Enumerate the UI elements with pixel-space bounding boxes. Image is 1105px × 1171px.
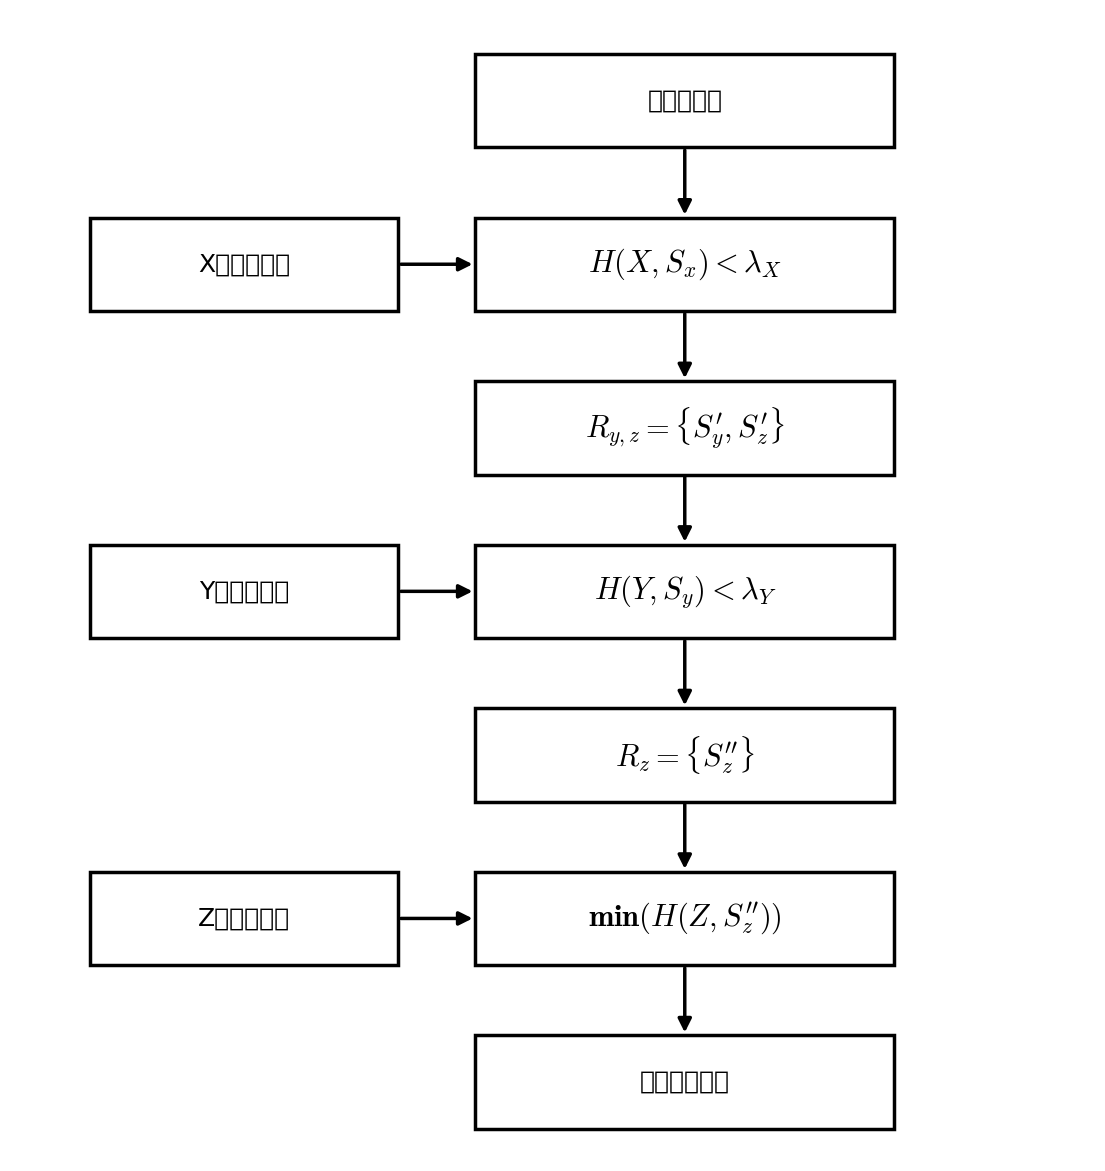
FancyBboxPatch shape — [90, 871, 398, 965]
FancyBboxPatch shape — [475, 708, 894, 802]
FancyBboxPatch shape — [90, 545, 398, 638]
Text: 输出匹配结果: 输出匹配结果 — [640, 1070, 729, 1094]
FancyBboxPatch shape — [475, 871, 894, 965]
FancyBboxPatch shape — [90, 218, 398, 311]
Text: X分量实测值: X分量实测值 — [198, 252, 290, 276]
FancyBboxPatch shape — [475, 1035, 894, 1129]
Text: 地磁基准图: 地磁基准图 — [648, 89, 723, 112]
Text: Z分量实测值: Z分量实测值 — [198, 906, 290, 931]
FancyBboxPatch shape — [475, 545, 894, 638]
FancyBboxPatch shape — [475, 381, 894, 474]
Text: $H(X, S_{x}) < \lambda_{X}$: $H(X, S_{x}) < \lambda_{X}$ — [588, 247, 781, 282]
FancyBboxPatch shape — [475, 218, 894, 311]
Text: $R_{y,z} = \{S_{y}^{\prime}, S_{z}^{\prime}\}$: $R_{y,z} = \{S_{y}^{\prime}, S_{z}^{\pri… — [585, 405, 785, 451]
Text: $H(Y, S_{y}) < \lambda_{Y}$: $H(Y, S_{y}) < \lambda_{Y}$ — [593, 573, 776, 610]
FancyBboxPatch shape — [475, 54, 894, 148]
Text: $\mathbf{min}(H(Z, S_{z}^{\prime\prime}))$: $\mathbf{min}(H(Z, S_{z}^{\prime\prime})… — [588, 900, 781, 937]
Text: $R_{z} = \{S_{z}^{\prime\prime}\}$: $R_{z} = \{S_{z}^{\prime\prime}\}$ — [614, 734, 755, 776]
Text: Y分量实测值: Y分量实测值 — [199, 580, 290, 603]
